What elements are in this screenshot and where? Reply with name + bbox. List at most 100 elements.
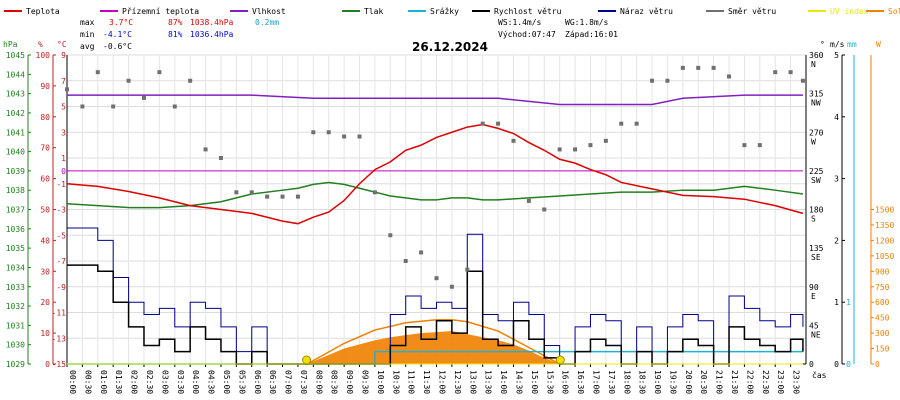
wind-direction-point (757, 143, 762, 148)
temperature-tick-label: -11 (52, 309, 67, 318)
wind-direction-point (480, 121, 485, 126)
time-tick-label: 19:00 (653, 370, 662, 394)
temperature-zero-label: 0 (61, 167, 66, 176)
wind-direction-point (665, 78, 670, 83)
solar-tick-label: 900 (875, 267, 890, 276)
rain-tick-label: 1 (846, 298, 851, 307)
wind-direction-point (742, 143, 747, 148)
wind-tick-label: 5 (834, 51, 839, 60)
humidity-tick-label: 30 (40, 267, 50, 276)
rain-tick-label: 0 (846, 360, 851, 369)
legend-label: Srážky (430, 7, 459, 16)
direction-tick-label: 0 (809, 360, 814, 369)
wind-tick-label: 4 (834, 113, 839, 122)
wind-direction-point (588, 143, 593, 148)
temperature-series (66, 123, 804, 225)
temperature-tick-label: 9 (61, 51, 66, 60)
pressure-tick-label: 1032 (6, 302, 25, 311)
pressure-tick-label: 1029 (6, 360, 25, 369)
wind-direction-point (218, 156, 223, 160)
humidity-tick-label: 60 (40, 175, 50, 184)
temperature-unit: °C (57, 40, 67, 49)
wind-direction-point (773, 70, 778, 75)
temperature-tick-label: 7 (61, 77, 66, 86)
wind-direction-point (788, 70, 793, 75)
wind-direction-point (526, 198, 531, 203)
wind-direction-point (111, 104, 116, 109)
legend-label: Tlak (364, 7, 383, 16)
legend-label: Směr větru (728, 7, 776, 16)
wind-direction-point (449, 284, 454, 289)
wind-direction-point (234, 190, 239, 195)
time-tick-label: 22:00 (745, 370, 754, 394)
temperature-tick-label: 3 (61, 128, 66, 137)
pressure-tick-label: 1035 (6, 244, 25, 253)
time-tick-label: 07:30 (299, 370, 308, 394)
wind-direction-point (496, 121, 501, 126)
wind-direction-point (311, 130, 316, 135)
solar-tick-label: 1200 (875, 236, 894, 245)
wind-direction-point (126, 78, 131, 83)
temperature-tick-label: -15 (52, 360, 67, 369)
direction-unit: ° (820, 40, 825, 49)
stat-avg-label: avg (80, 42, 95, 51)
wind-direction-point (434, 276, 439, 281)
solar-series (307, 331, 560, 364)
wind-direction-point (188, 78, 193, 83)
sunset-marker (555, 355, 565, 365)
stats-block: max 3.7°C 87% 1038.4hPa 0.2mm min -4.1°C… (80, 18, 618, 51)
time-tick-label: 03:00 (160, 370, 169, 394)
time-tick-label: 04:00 (191, 370, 200, 394)
solar-tick-label: 0 (875, 360, 880, 369)
solar-tick-label: 150 (875, 345, 890, 354)
solar-tick-label: 600 (875, 298, 890, 307)
legend-label: Solar (888, 7, 900, 16)
time-tick-label: 22:30 (761, 370, 770, 394)
pressure-tick-label: 1030 (6, 341, 25, 350)
stat-min-label: min (80, 30, 95, 39)
temperature-tick-label: -7 (56, 257, 66, 266)
direction-tick-label: 315 (809, 90, 824, 99)
time-tick-label: 02:00 (130, 370, 139, 394)
time-tick-label: 23:00 (776, 370, 785, 394)
stat-max-hum: 87% (168, 18, 183, 27)
pressure-tick-label: 1037 (6, 206, 25, 215)
pressure-tick-label: 1044 (6, 70, 25, 79)
wind-tick-label: 3 (834, 175, 839, 184)
humidity-tick-label: 80 (40, 113, 50, 122)
stat-min-temp: -4.1°C (103, 30, 132, 39)
wind-direction-point (80, 104, 85, 109)
humidity-tick-label: 70 (40, 144, 50, 153)
time-tick-label: 03:30 (176, 370, 185, 394)
direction-compass-label: SW (811, 176, 821, 185)
time-tick-label: 00:30 (83, 370, 92, 394)
temperature-tick-label: -1 (56, 180, 66, 189)
time-tick-label: 09:30 (361, 370, 370, 394)
direction-tick-label: 90 (809, 283, 819, 292)
direction-compass-label: N (811, 60, 816, 69)
legend-label: Náraz větru (620, 7, 673, 16)
time-tick-label: 17:30 (607, 370, 616, 394)
wind-direction-point (800, 78, 805, 83)
time-tick-label: 00:00 (68, 370, 77, 394)
wind-unit: m/s (830, 40, 845, 49)
direction-compass-label: S (811, 215, 816, 224)
wind-direction-point (711, 65, 716, 70)
time-tick-label: 21:00 (715, 370, 724, 394)
pressure-tick-label: 1033 (6, 283, 25, 292)
humidity-tick-label: 40 (40, 236, 50, 245)
wind-tick-label: 2 (834, 236, 839, 245)
pressure-tick-label: 1039 (6, 167, 25, 176)
time-tick-label: 20:30 (699, 370, 708, 394)
pressure-tick-label: 1042 (6, 109, 25, 118)
time-tick-label: 13:00 (468, 370, 477, 394)
plot-area (65, 65, 805, 365)
stat-avg-temp: -0.6°C (103, 42, 132, 51)
legend: Teplota Přízemní teplota Vlhkost Tlak Srážky… (4, 7, 900, 16)
direction-compass-label: NE (811, 330, 821, 339)
x-axis-unit: čas (812, 370, 827, 380)
temperature-tick-label: -13 (52, 334, 67, 343)
humidity-tick-label: 20 (40, 298, 50, 307)
time-tick-label: 02:30 (145, 370, 154, 394)
wind-gust-series (67, 227, 804, 365)
